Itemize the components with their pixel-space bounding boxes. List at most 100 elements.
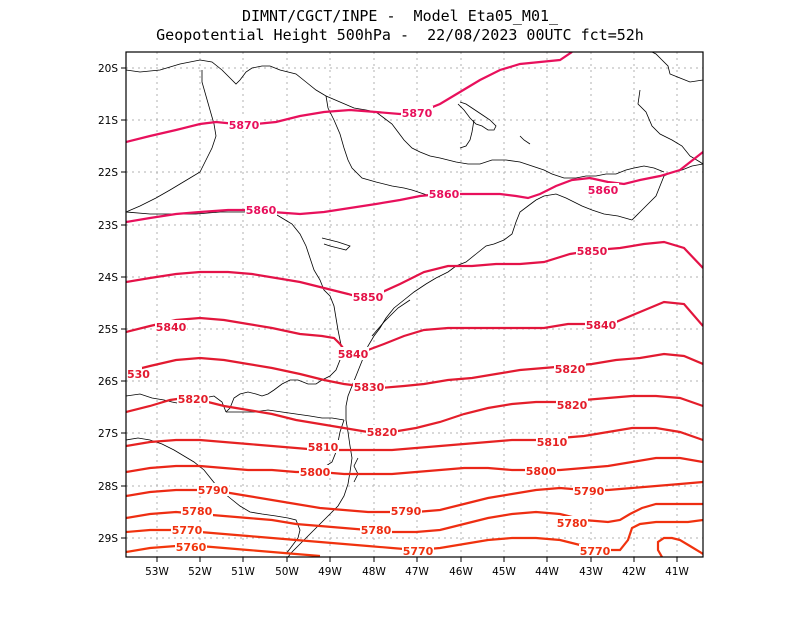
contour-5870 xyxy=(126,52,573,144)
contour-label: 5840 xyxy=(585,318,617,332)
lat-label: 20S xyxy=(98,63,118,75)
lat-label: 22S xyxy=(98,167,118,179)
contour-5770-east xyxy=(656,536,703,557)
contour-label-group: 5870 5870 5860 5860 5860 5850 5850 5840 xyxy=(126,106,619,558)
lon-label: 51W xyxy=(231,566,255,578)
contour-label: 5840 xyxy=(155,320,187,334)
contour-label-text: 530 xyxy=(127,368,150,381)
contour-label: 5770 xyxy=(579,544,611,558)
contour-label: 5820 xyxy=(554,362,586,376)
contour-label-text: 5860 xyxy=(429,188,460,201)
contour-label-text: 5780 xyxy=(182,505,213,518)
lat-label: 26S xyxy=(98,376,118,388)
contour-label: 5820 xyxy=(366,425,398,439)
tick-marks xyxy=(121,67,678,562)
coastline-and-borders xyxy=(126,52,703,557)
lat-label: 23S xyxy=(98,220,118,232)
contour-label-text: 5840 xyxy=(156,321,187,334)
contour-5770 xyxy=(126,518,703,552)
contour-label-text: 5780 xyxy=(361,524,392,537)
contour-5780 xyxy=(126,502,703,534)
contour-label-text: 5870 xyxy=(402,107,433,120)
contour-5760 xyxy=(126,544,321,557)
contour-label-text: 5840 xyxy=(586,319,617,332)
contour-label-text: 5800 xyxy=(300,466,331,479)
map-title-line2: Geopotential Height 500hPa - 22/08/2023 … xyxy=(156,26,644,44)
contour-label-text: 5820 xyxy=(367,426,398,439)
lat-label: 25S xyxy=(98,324,118,336)
lon-label: 46W xyxy=(449,566,473,578)
contour-label: 5780 xyxy=(556,516,588,530)
contour-label-text: 5820 xyxy=(557,399,588,412)
contour-label: 5860 xyxy=(587,183,619,197)
contour-label-text: 5800 xyxy=(526,465,557,478)
lon-label: 42W xyxy=(622,566,646,578)
contour-label-text: 5820 xyxy=(178,393,209,406)
contour-label: 5790 xyxy=(390,504,422,518)
lon-label: 47W xyxy=(405,566,429,578)
lat-label: 28S xyxy=(98,481,118,493)
contour-label-text: 5860 xyxy=(246,204,277,217)
lon-label: 41W xyxy=(665,566,689,578)
contour-label-text: 5770 xyxy=(580,545,611,558)
lon-label: 43W xyxy=(579,566,603,578)
contour-label-text: 5840 xyxy=(338,348,369,361)
contour-5820 xyxy=(126,394,703,434)
contour-label: 5790 xyxy=(573,484,605,498)
contour-label: 530 xyxy=(126,367,150,381)
lat-label: 21S xyxy=(98,115,118,127)
lon-label: 48W xyxy=(362,566,386,578)
contour-label-text: 5760 xyxy=(176,541,207,554)
contour-label-text: 5810 xyxy=(537,436,568,449)
contour-label: 5800 xyxy=(299,465,331,479)
contour-label: 5870 xyxy=(401,106,433,120)
contour-label: 5810 xyxy=(307,440,339,454)
contour-label-text: 5810 xyxy=(308,441,339,454)
map-title-line1: DIMNT/CGCT/INPE - Model Eta05_M01_ xyxy=(241,7,559,25)
contour-label: 5770 xyxy=(171,523,203,537)
lon-label: 45W xyxy=(492,566,516,578)
contour-label-text: 5850 xyxy=(353,291,384,304)
contour-label: 5850 xyxy=(576,244,608,258)
grid-lines xyxy=(126,52,703,557)
latitude-labels: 20S 21S 22S 23S 24S 25S 26S 27S 28S 29S xyxy=(98,63,118,545)
lat-label: 29S xyxy=(98,533,118,545)
contour-label: 5780 xyxy=(181,504,213,518)
contour-5850 xyxy=(126,240,703,300)
contour-label: 5840 xyxy=(337,347,369,361)
lon-label: 52W xyxy=(188,566,212,578)
contour-label: 5760 xyxy=(175,540,207,554)
contour-label-text: 5870 xyxy=(229,119,260,132)
contour-label: 5830 xyxy=(353,380,385,394)
lon-label: 50W xyxy=(275,566,299,578)
lon-label: 49W xyxy=(318,566,342,578)
contour-label-text: 5770 xyxy=(403,545,434,558)
contour-label: 5820 xyxy=(177,392,209,406)
contour-label-text: 5790 xyxy=(198,484,229,497)
contour-label: 5810 xyxy=(536,435,568,449)
contour-label: 5860 xyxy=(428,187,460,201)
contour-label: 5800 xyxy=(525,464,557,478)
contour-label: 5770 xyxy=(402,544,434,558)
longitude-labels: 53W 52W 51W 50W 49W 48W 47W 46W 45W 44W … xyxy=(145,566,689,578)
contour-label: 5850 xyxy=(352,290,384,304)
lat-label: 24S xyxy=(98,272,118,284)
contour-label-text: 5850 xyxy=(577,245,608,258)
lon-label: 53W xyxy=(145,566,169,578)
contour-label: 5870 xyxy=(228,118,260,132)
contour-label: 5780 xyxy=(360,523,392,537)
contour-label-text: 5780 xyxy=(557,517,588,530)
contour-label-text: 5860 xyxy=(588,184,619,197)
contour-label-text: 5830 xyxy=(354,381,385,394)
contour-label-text: 5790 xyxy=(574,485,605,498)
contour-label: 5820 xyxy=(556,398,588,412)
contour-5830 xyxy=(126,352,703,390)
contour-label: 5860 xyxy=(245,203,277,217)
contour-label-text: 5790 xyxy=(391,505,422,518)
plot-frame xyxy=(125,51,704,558)
contour-5800 xyxy=(126,456,703,476)
lat-label: 27S xyxy=(98,428,118,440)
contour-label-text: 5820 xyxy=(555,363,586,376)
contour-5810 xyxy=(126,426,703,452)
